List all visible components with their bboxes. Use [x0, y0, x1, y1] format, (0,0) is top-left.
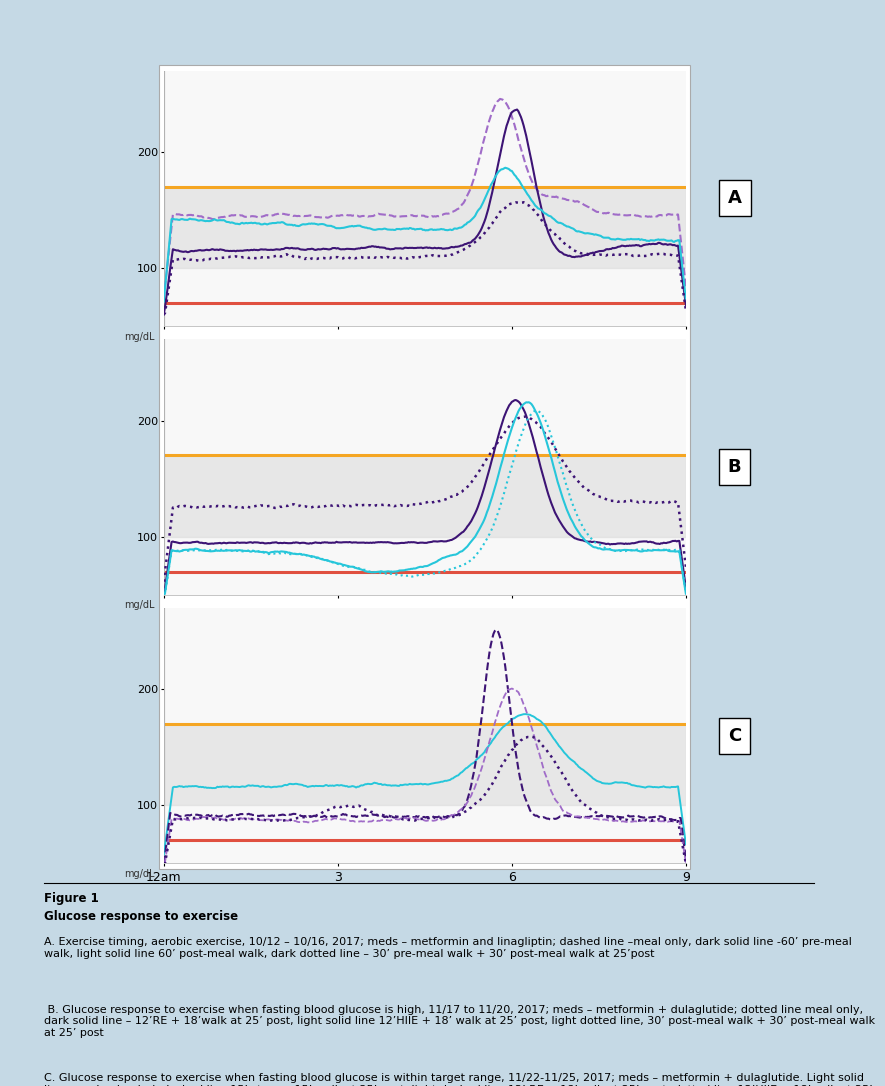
Text: C: C: [728, 727, 741, 745]
Bar: [164, 455, 686, 536]
Text: B. Glucose response to exercise when fasting blood glucose is high, 11/17 to 11/: B. Glucose response to exercise when fas…: [44, 1005, 875, 1038]
Text: Figure 1: Figure 1: [44, 892, 99, 905]
Bar: [164, 724, 686, 806]
Text: A. Exercise timing, aerobic exercise, 10/12 – 10/16, 2017; meds – metformin and : A. Exercise timing, aerobic exercise, 10…: [44, 937, 852, 959]
Text: A: A: [727, 189, 742, 207]
Text: B: B: [727, 458, 742, 476]
Text: Glucose response to exercise: Glucose response to exercise: [44, 910, 238, 923]
Bar: [164, 187, 686, 268]
Text: mg/dL: mg/dL: [125, 331, 155, 342]
Text: mg/dL: mg/dL: [125, 869, 155, 879]
Text: mg/dL: mg/dL: [125, 601, 155, 610]
Text: C. Glucose response to exercise when fasting blood glucose is within target rang: C. Glucose response to exercise when fas…: [44, 1073, 873, 1086]
